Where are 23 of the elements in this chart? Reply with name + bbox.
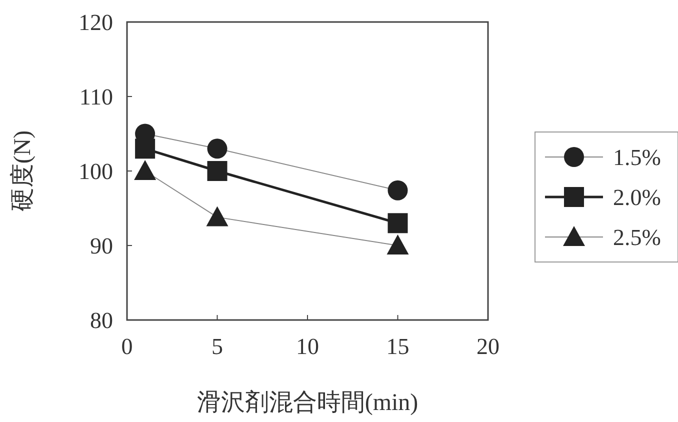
x-tick-label: 5	[212, 334, 223, 359]
point	[207, 161, 228, 181]
point	[206, 206, 228, 226]
point	[207, 138, 228, 159]
x-axis-title: 滑沢剤混合時間(min)	[196, 389, 418, 416]
point	[388, 213, 408, 234]
legend-label: 2.5%	[613, 225, 661, 250]
legend-label: 1.5%	[613, 145, 661, 170]
y-tick-label: 90	[90, 234, 113, 258]
y-tick-label: 80	[90, 308, 113, 333]
y-tick-label: 100	[78, 159, 113, 184]
x-tick-label: 10	[296, 334, 319, 359]
y-axis-title: 硬度(N)	[9, 130, 36, 212]
x-tick-label: 15	[386, 334, 410, 359]
point	[134, 160, 156, 180]
x-tick-label: 0	[121, 334, 133, 359]
point	[386, 234, 409, 254]
legend-label: 2.0%	[613, 185, 661, 210]
point	[135, 138, 156, 159]
y-tick-label: 110	[79, 84, 113, 110]
x-tick-label: 20	[476, 334, 500, 359]
y-tick-label: 120	[78, 10, 113, 35]
point	[388, 180, 408, 200]
